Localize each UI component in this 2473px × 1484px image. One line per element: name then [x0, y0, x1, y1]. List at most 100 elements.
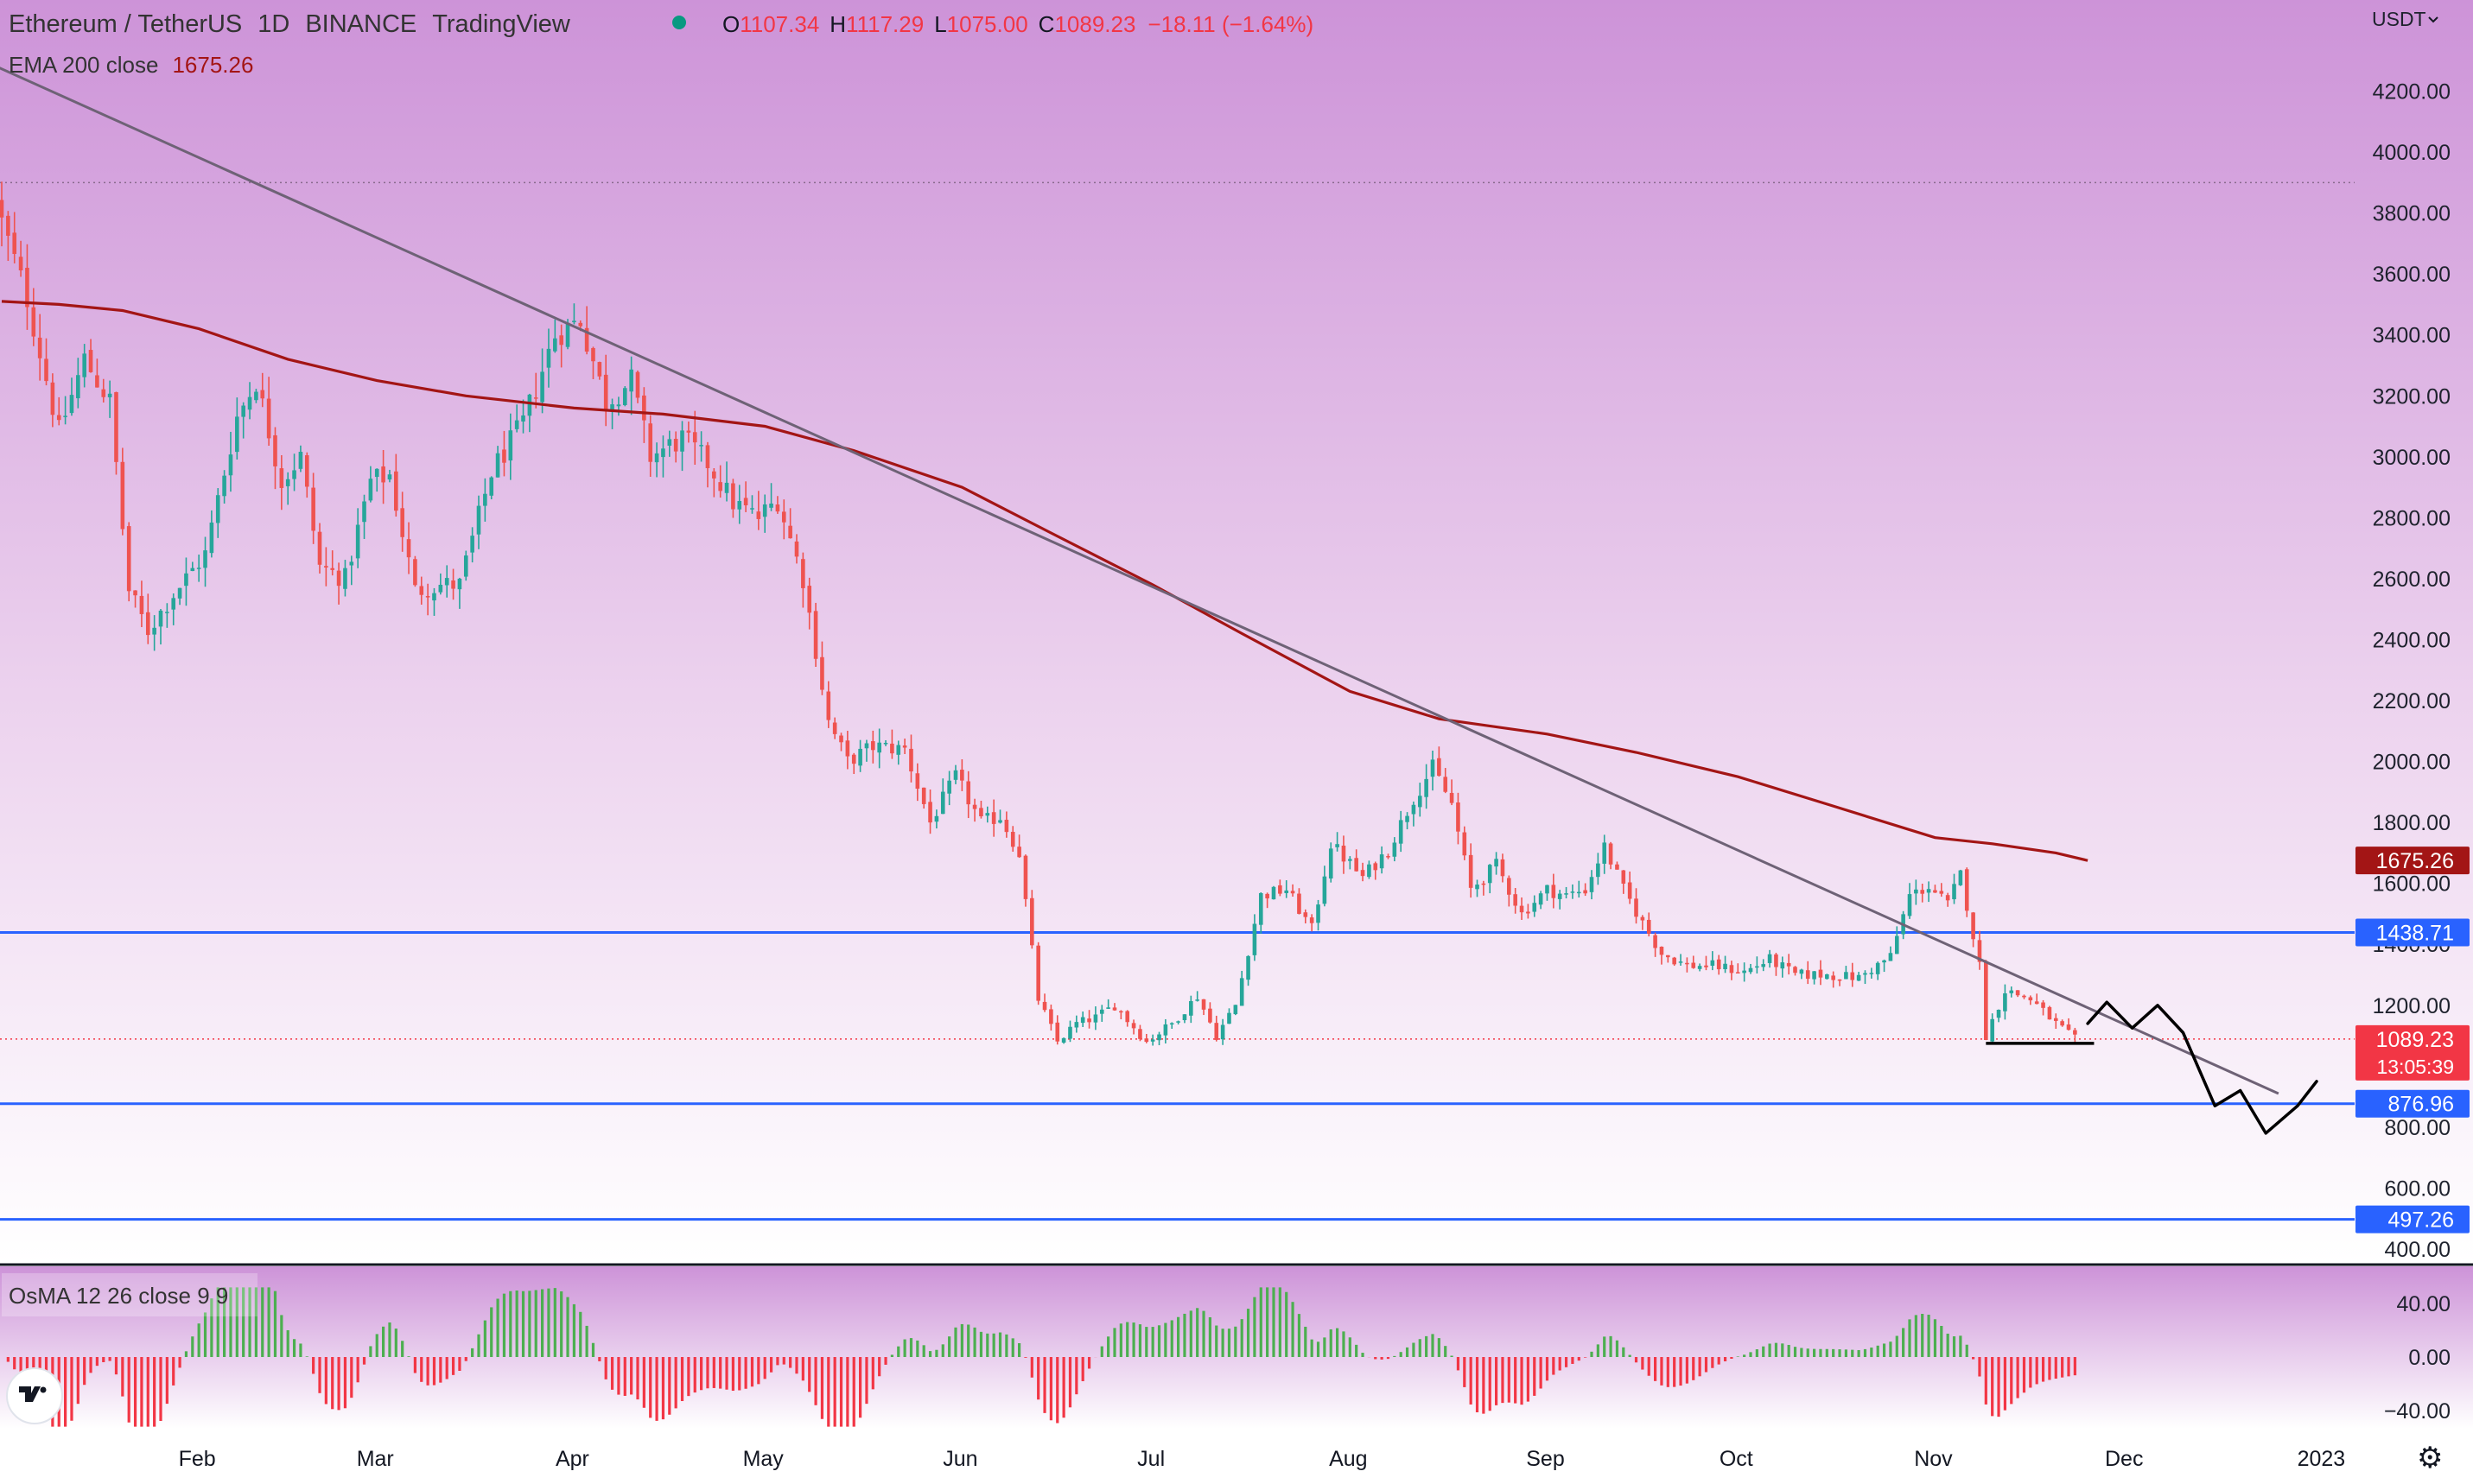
candle-body — [1545, 885, 1549, 894]
currency-selector[interactable]: USDT — [2372, 8, 2438, 30]
ema-legend-value: 1675.26 — [172, 52, 253, 78]
candle-body — [1163, 1024, 1168, 1036]
projection-path[interactable] — [2086, 1000, 2318, 1135]
symbol-title[interactable]: Ethereum / TetherUS 1D BINANCE TradingView — [9, 10, 571, 38]
candle-body — [228, 454, 233, 476]
price-tick-label: 2600.00 — [2373, 568, 2451, 592]
osma-legend-label[interactable]: OsMA 12 26 close 9 9 — [9, 1283, 228, 1309]
candle-body — [661, 448, 665, 458]
osma-tick-label: 0.00 — [2408, 1346, 2451, 1370]
candle-body — [1723, 963, 1727, 970]
candle-body — [1825, 973, 1829, 980]
last-price-tag: 1089.23 — [2376, 1028, 2454, 1052]
tradingview-logo[interactable] — [6, 1367, 63, 1424]
ema-legend[interactable]: EMA 200 close 1675.26 — [9, 52, 253, 78]
candle-body — [1958, 870, 1963, 885]
level-876-tag-bg — [2355, 1089, 2470, 1118]
candle-body — [998, 820, 1002, 823]
candle-body — [139, 595, 144, 614]
candle-body — [76, 375, 80, 399]
candle-body — [1379, 854, 1384, 869]
candle-body — [1818, 969, 1823, 978]
price-tick-label: 3800.00 — [2373, 202, 2451, 226]
candle-body — [756, 511, 761, 519]
candle-body — [1780, 962, 1785, 969]
candle-body — [1042, 1001, 1047, 1011]
candle-body — [610, 404, 614, 410]
price-axis[interactable]: 400.00600.00800.001200.001400.001600.001… — [2373, 80, 2451, 1424]
candle-body — [1564, 893, 1568, 895]
candle-body — [1856, 974, 1861, 981]
candle-body — [1850, 972, 1855, 980]
level-497-tag-bg — [2355, 1205, 2470, 1233]
price-tags: 1675.26 1438.71 876.96 497.26 1089.23 13:05:3… — [2355, 847, 2470, 1233]
descending-trendline[interactable] — [0, 54, 2279, 1095]
candle-body — [387, 474, 392, 480]
candle-body — [546, 348, 551, 368]
candle-body — [2009, 990, 2014, 993]
candle-body — [909, 748, 913, 772]
last-price-tag-bg — [2355, 1024, 2470, 1081]
candle-body — [56, 415, 61, 421]
candle-body — [1914, 889, 1918, 894]
candle-body — [553, 338, 557, 352]
candle-body — [699, 445, 703, 447]
candle-body — [502, 449, 506, 463]
candle-body — [2022, 995, 2026, 998]
candle-body — [101, 389, 106, 397]
candle-body — [107, 393, 112, 397]
candle-body — [622, 388, 627, 406]
candle-body — [1894, 935, 1899, 954]
candle-body — [858, 748, 862, 766]
candle-body — [1462, 832, 1467, 856]
candle-body — [196, 568, 201, 569]
candle-body — [368, 479, 373, 501]
candle-body — [737, 501, 742, 510]
candle-body — [1844, 972, 1848, 980]
candle-body — [1182, 1014, 1187, 1020]
candle-body — [1214, 1023, 1219, 1040]
candle-body — [495, 453, 500, 478]
candle-body — [1405, 815, 1409, 822]
candle-body — [1659, 946, 1664, 955]
candle-body — [788, 525, 792, 539]
candle-body — [400, 508, 404, 537]
candle-body — [864, 743, 869, 749]
candle-body — [572, 320, 576, 323]
candle-body — [1907, 894, 1912, 916]
interval: 1D — [257, 10, 289, 38]
market-status-dot — [672, 16, 686, 29]
candle-body — [921, 787, 926, 804]
candle-body — [1169, 1023, 1174, 1025]
price-tick-label: 400.00 — [2385, 1238, 2451, 1262]
candle-body — [1284, 890, 1289, 893]
candle-body — [152, 627, 156, 635]
candle-body — [578, 322, 583, 327]
candle-body — [1411, 804, 1416, 815]
symbol-legend[interactable]: Ethereum / TetherUS 1D BINANCE TradingView … — [9, 10, 1313, 78]
currency-label[interactable]: USDT — [2372, 8, 2426, 30]
candle-body — [794, 541, 799, 557]
candle-body — [330, 568, 335, 570]
candle-body — [432, 593, 436, 601]
candle-body — [1513, 894, 1517, 906]
price-tick-label: 2800.00 — [2373, 506, 2451, 530]
candle-body — [1290, 891, 1295, 894]
candle-body — [438, 584, 443, 593]
candle-body — [1971, 912, 1975, 940]
osma-legend[interactable]: OsMA 12 26 close 9 9 — [2, 1273, 257, 1316]
candle-body — [1055, 1022, 1060, 1042]
candle-body — [1939, 891, 1944, 894]
time-axis[interactable]: Feb Mar Apr May Jun Jul Aug Sep Oct Nov Dec 2023 — [179, 1447, 2346, 1471]
settings-gear[interactable]: ⚙ — [2417, 1442, 2443, 1474]
candle-body — [1557, 893, 1562, 899]
candle-body — [1010, 832, 1015, 847]
candle-body — [928, 802, 932, 823]
candle-body — [1990, 1018, 1994, 1042]
gear-icon[interactable]: ⚙ — [2417, 1442, 2443, 1474]
candle-body — [603, 374, 608, 410]
candle-body — [133, 590, 137, 596]
horizontal-levels[interactable] — [0, 931, 2355, 1221]
candle-body — [591, 347, 595, 362]
